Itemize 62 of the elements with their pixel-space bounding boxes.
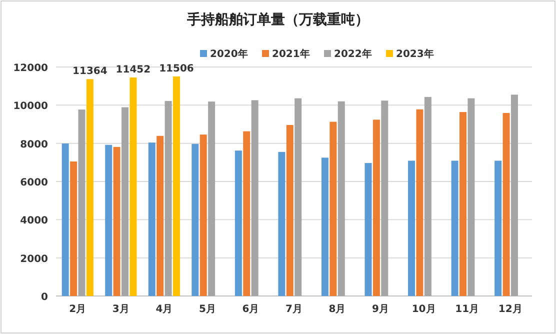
bar	[192, 144, 199, 296]
bar	[105, 144, 112, 296]
bar	[381, 100, 388, 296]
bar	[78, 110, 86, 296]
x-tick-label: 4月	[156, 304, 173, 315]
bar	[122, 107, 129, 296]
bar	[416, 109, 424, 296]
y-tick-label: 6000	[20, 178, 48, 188]
bar	[286, 125, 294, 296]
x-tick-label: 8月	[328, 304, 346, 315]
bar	[234, 150, 242, 296]
legend-label: 2022年	[334, 48, 372, 60]
bar	[451, 160, 458, 296]
bar	[459, 112, 466, 296]
data-label: 11452	[116, 64, 151, 76]
bar	[172, 76, 180, 296]
x-tick-label: 5月	[198, 304, 216, 315]
legend-label: 2021年	[272, 48, 310, 60]
y-tick-label: 4000	[20, 216, 48, 227]
bar	[164, 100, 172, 296]
bar	[321, 158, 328, 296]
x-tick-label: 11月	[455, 304, 480, 315]
x-tick-label: 6月	[242, 304, 260, 315]
bar	[372, 120, 380, 296]
bar	[294, 98, 302, 296]
bar	[70, 161, 78, 296]
bar	[251, 100, 258, 296]
bar	[62, 144, 69, 296]
bar	[113, 146, 120, 296]
x-tick-label: 7月	[286, 304, 302, 315]
bar	[86, 79, 94, 296]
bar	[200, 134, 207, 296]
y-tick-label: 10000	[13, 101, 48, 112]
x-tick-label: 10月	[412, 304, 436, 315]
x-tick-label: 9月	[372, 304, 390, 315]
data-label: 11506	[159, 63, 194, 74]
bar	[208, 102, 216, 296]
bar	[156, 136, 164, 296]
bar	[278, 152, 286, 296]
x-tick-label: 3月	[112, 304, 130, 315]
bar	[424, 96, 432, 296]
bar	[338, 101, 345, 296]
data-label: 11364	[72, 66, 108, 78]
x-tick-label: 12月	[498, 304, 522, 315]
bar	[330, 122, 337, 296]
bar	[468, 98, 475, 296]
y-tick-label: 12000	[13, 63, 48, 74]
y-tick-label: 0	[41, 292, 48, 303]
legend-label: 2023年	[396, 48, 434, 60]
x-tick-label: 2月	[69, 304, 86, 315]
bar	[494, 160, 502, 296]
y-tick-label: 8000	[20, 139, 48, 150]
bar	[148, 142, 156, 296]
bar	[408, 160, 416, 296]
bar	[502, 112, 510, 296]
bar	[130, 77, 137, 296]
legend-label: 2020年	[210, 48, 248, 60]
bar	[510, 94, 518, 296]
bar	[243, 131, 250, 296]
bar	[364, 162, 372, 296]
chart-title: 手持船舶订单量（万载重吨）	[186, 11, 369, 28]
y-tick-label: 2000	[20, 254, 48, 265]
